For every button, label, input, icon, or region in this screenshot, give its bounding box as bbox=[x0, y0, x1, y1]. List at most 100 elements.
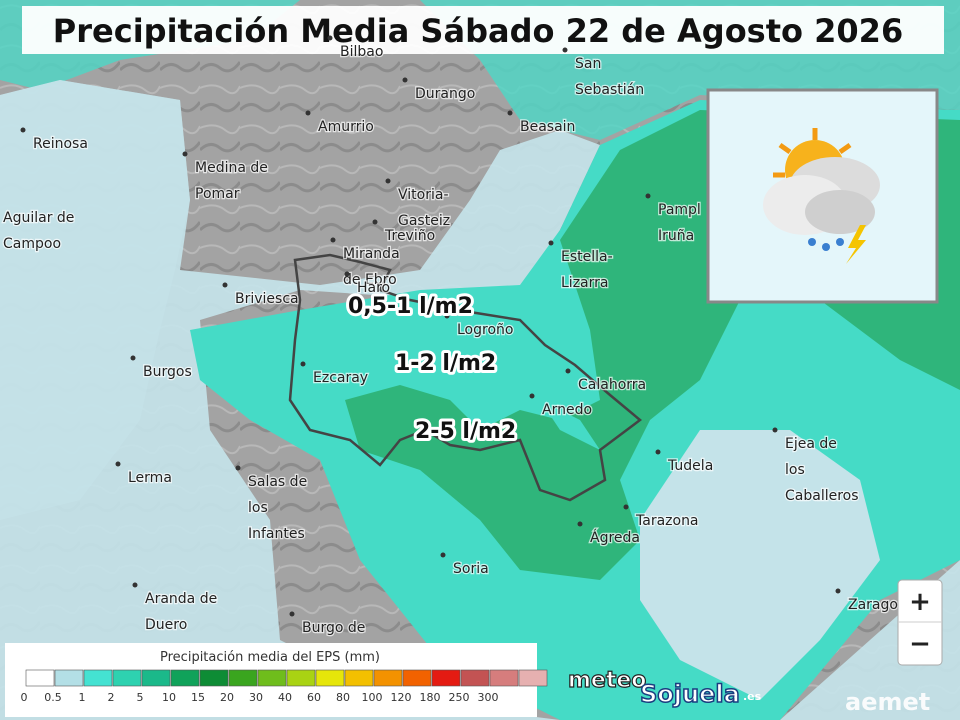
place-dot bbox=[385, 178, 391, 184]
legend-tick-label: 2 bbox=[108, 691, 115, 704]
place-label: Aranda de bbox=[145, 591, 217, 607]
place-label: Salas de bbox=[248, 474, 307, 490]
place-label: los bbox=[785, 462, 805, 478]
aemet-logo: aemet bbox=[845, 688, 930, 716]
place-label: Medina de bbox=[195, 160, 268, 176]
legend-tick-label: 60 bbox=[307, 691, 321, 704]
legend-swatch bbox=[460, 669, 490, 687]
legend-swatch bbox=[228, 669, 258, 687]
region-border bbox=[288, 253, 643, 502]
place-dot bbox=[300, 361, 306, 367]
place-label: Durango bbox=[415, 86, 475, 102]
place-dot bbox=[655, 449, 661, 455]
legend-title: Precipitación media del EPS (mm) bbox=[160, 650, 380, 665]
precip-area bbox=[0, 80, 960, 720]
place-dot bbox=[402, 77, 408, 83]
place-label: San bbox=[575, 56, 601, 72]
legend-swatch bbox=[344, 669, 374, 687]
place-dot bbox=[372, 219, 378, 225]
legend-swatch bbox=[170, 669, 200, 687]
place-dot bbox=[645, 193, 651, 199]
legend-tick-label: 100 bbox=[362, 691, 383, 704]
place-label: Amurrio bbox=[318, 119, 374, 135]
place-label: Calahorra bbox=[578, 377, 646, 393]
legend-swatch bbox=[518, 669, 548, 687]
place-label: Lizarra bbox=[561, 275, 608, 291]
place-dot bbox=[20, 127, 26, 133]
legend-tick-label: 20 bbox=[220, 691, 234, 704]
place-labels: Bilbao San Sebastián Durango Reinosa Amurrio B… bbox=[2, 35, 899, 637]
place-label: Burgo de bbox=[302, 620, 365, 636]
place-label: Miranda bbox=[343, 246, 400, 262]
place-label: Logroño bbox=[457, 322, 513, 338]
legend-tick-label: 30 bbox=[249, 691, 263, 704]
place-label: Vitoria- bbox=[398, 187, 449, 203]
place-dot bbox=[548, 240, 554, 246]
place-label: Iruña bbox=[658, 228, 694, 244]
place-label: Aguilar de bbox=[3, 210, 74, 226]
place-dot bbox=[289, 611, 295, 617]
legend-tick-label: 40 bbox=[278, 691, 292, 704]
legend-swatch bbox=[112, 669, 142, 687]
place-label: Bilbao bbox=[340, 44, 383, 60]
place-dot bbox=[623, 504, 629, 510]
place-label: Zarago bbox=[848, 597, 898, 613]
place-dot bbox=[182, 151, 188, 157]
place-label: Treviño bbox=[384, 228, 435, 244]
place-label: Haro bbox=[357, 280, 390, 296]
zoom-in[interactable]: + bbox=[909, 587, 931, 617]
legend-tick-label: 300 bbox=[478, 691, 499, 704]
place-label: Ezcaray bbox=[313, 370, 368, 386]
place-dot bbox=[330, 237, 336, 243]
place-label: Ágreda bbox=[590, 529, 640, 546]
place-label: Ejea de bbox=[785, 436, 837, 452]
place-dot bbox=[562, 47, 568, 53]
place-label: Pampl bbox=[658, 202, 701, 218]
place-dot bbox=[507, 110, 513, 116]
place-label: Campoo bbox=[3, 236, 61, 252]
place-dot bbox=[132, 582, 138, 588]
place-dot bbox=[440, 552, 446, 558]
map-title: Precipitación Media Sábado 22 de Agosto … bbox=[53, 12, 903, 50]
legend-swatch bbox=[402, 669, 432, 687]
logo-name: Sojuela bbox=[640, 680, 740, 708]
place-label: Arnedo bbox=[542, 402, 592, 418]
legend-swatch bbox=[83, 669, 113, 687]
place-dot bbox=[222, 282, 228, 288]
place-dot bbox=[772, 427, 778, 433]
logo-meteo: meteo bbox=[568, 668, 646, 693]
legend-tick-label: 15 bbox=[191, 691, 205, 704]
legend-swatch bbox=[54, 669, 84, 687]
legend-tick-label: 180 bbox=[420, 691, 441, 704]
place-dot bbox=[305, 110, 311, 116]
place-dot bbox=[327, 35, 333, 41]
place-label: Infantes bbox=[248, 526, 305, 542]
legend-swatch bbox=[315, 669, 345, 687]
place-label: Pomar bbox=[195, 186, 240, 202]
legend-swatch bbox=[199, 669, 229, 687]
precip-area bbox=[0, 80, 190, 520]
precip-area bbox=[640, 430, 880, 700]
place-dot bbox=[130, 355, 136, 361]
legend-swatch bbox=[141, 669, 171, 687]
weather-icon bbox=[763, 128, 880, 264]
legend-swatch bbox=[373, 669, 403, 687]
place-label: Lerma bbox=[128, 470, 172, 486]
title-bar bbox=[22, 6, 944, 54]
zoom-out[interactable]: − bbox=[909, 629, 931, 659]
legend-scale: 0 0.5 1 2 5 10 15 20 30 40 60 80 100 120 180 250 300 bbox=[21, 669, 548, 704]
place-label: de Ebro bbox=[343, 272, 397, 288]
place-label: Briviesca bbox=[235, 291, 299, 307]
legend-tick-label: 0.5 bbox=[44, 691, 62, 704]
place-dot bbox=[529, 393, 535, 399]
place-label: Burgos bbox=[143, 364, 192, 380]
legend-tick-label: 10 bbox=[162, 691, 176, 704]
place-label: Beasain bbox=[520, 119, 575, 135]
legend-swatch bbox=[489, 669, 519, 687]
place-label: Sebastián bbox=[575, 82, 644, 98]
place-label: Estella- bbox=[561, 249, 613, 265]
place-label: Duero bbox=[145, 617, 187, 633]
place-label: Tarazona bbox=[635, 513, 699, 529]
legend-swatch bbox=[286, 669, 316, 687]
